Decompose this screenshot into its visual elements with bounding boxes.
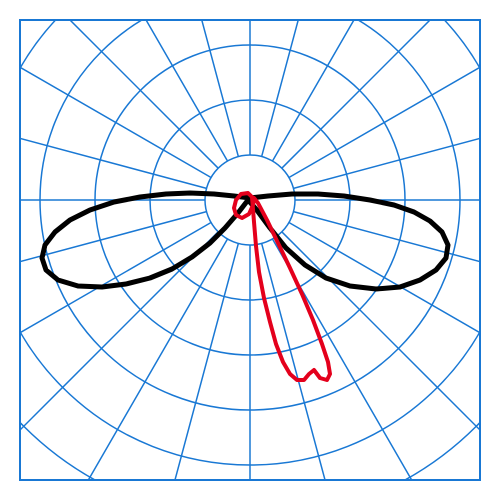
polar-plot (0, 0, 500, 500)
